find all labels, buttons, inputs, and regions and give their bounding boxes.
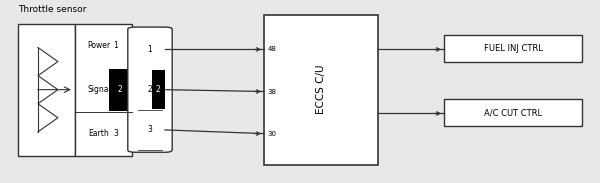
Text: 3: 3 bbox=[113, 129, 118, 138]
Text: 48: 48 bbox=[268, 46, 277, 52]
Text: 2: 2 bbox=[118, 85, 122, 94]
Text: 1: 1 bbox=[113, 41, 118, 50]
Text: 38: 38 bbox=[268, 89, 277, 94]
Text: 2: 2 bbox=[148, 85, 152, 94]
Text: 3: 3 bbox=[148, 125, 152, 135]
Text: Signal: Signal bbox=[87, 85, 111, 94]
Text: 1: 1 bbox=[148, 45, 152, 54]
Bar bbox=[75, 24, 132, 156]
Bar bbox=[264, 15, 378, 165]
FancyBboxPatch shape bbox=[128, 27, 172, 152]
Text: ECCS C/U: ECCS C/U bbox=[316, 65, 326, 114]
Bar bbox=[18, 24, 75, 156]
Bar bbox=[444, 99, 582, 126]
Text: Throttle sensor: Throttle sensor bbox=[18, 5, 86, 14]
Text: 30: 30 bbox=[268, 131, 277, 137]
Bar bbox=[151, 70, 164, 109]
Text: A/C CUT CTRL: A/C CUT CTRL bbox=[484, 108, 542, 117]
Bar bbox=[444, 35, 582, 62]
Text: FUEL INJ CTRL: FUEL INJ CTRL bbox=[484, 44, 542, 53]
Text: 2: 2 bbox=[113, 85, 118, 94]
Bar bbox=[109, 69, 131, 111]
Text: Power: Power bbox=[88, 41, 110, 50]
Text: 2: 2 bbox=[156, 85, 160, 94]
Text: Earth: Earth bbox=[89, 129, 109, 138]
